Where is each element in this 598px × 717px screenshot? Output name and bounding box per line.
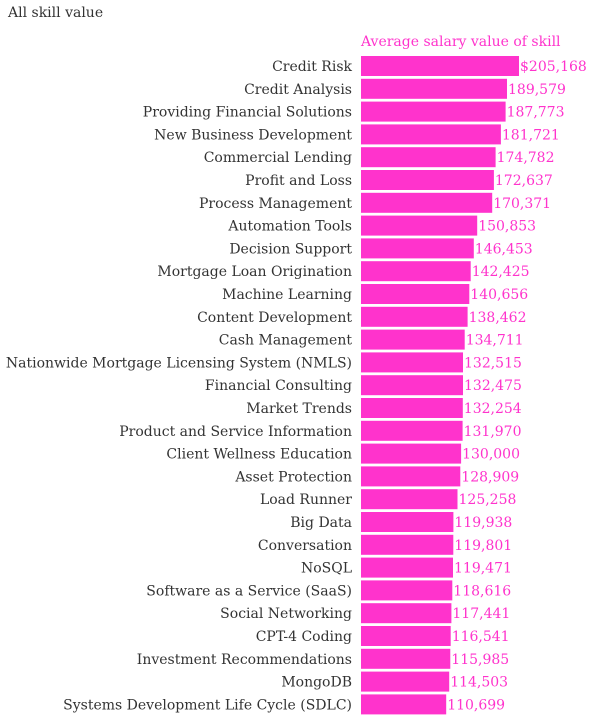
category-label: Mortgage Loan Origination: [157, 264, 352, 280]
value-label: 132,475: [464, 378, 522, 394]
bar: [361, 238, 474, 259]
bar: [361, 147, 496, 168]
category-label: Credit Analysis: [244, 82, 352, 98]
category-label: Asset Protection: [234, 469, 352, 485]
value-label: 118,616: [453, 583, 511, 599]
value-label: 117,441: [452, 606, 510, 622]
bar: [361, 329, 465, 350]
chart-title: All skill value: [8, 5, 104, 21]
bar: [361, 170, 494, 190]
bar: [361, 512, 454, 532]
bar: [361, 694, 447, 715]
value-label: 138,462: [469, 310, 527, 326]
bar: [361, 101, 506, 122]
category-label: New Business Development: [154, 127, 352, 143]
category-label: Load Runner: [260, 492, 352, 508]
value-label: 181,721: [502, 127, 560, 143]
bars-group: Credit Risk $205,168 Credit Analysis 189,57…: [6, 56, 587, 715]
bar: [361, 489, 458, 510]
bar: [361, 192, 493, 213]
bar: [361, 557, 453, 578]
value-label: 114,503: [450, 675, 508, 691]
bar: [361, 534, 454, 555]
value-label: 189,579: [508, 82, 566, 98]
category-label: Providing Financial Solutions: [143, 105, 352, 121]
category-label: Content Development: [197, 310, 352, 326]
category-label: Big Data: [290, 515, 352, 531]
value-label: 130,000: [462, 447, 520, 463]
value-label: 142,425: [472, 264, 530, 280]
category-label: Conversation: [258, 538, 352, 554]
category-label: Decision Support: [229, 241, 352, 257]
bar: [361, 626, 451, 646]
value-label: 132,515: [464, 355, 522, 371]
category-label: Cash Management: [219, 333, 353, 349]
category-label: Social Networking: [220, 606, 352, 622]
bar: [361, 284, 470, 304]
value-label: 115,985: [451, 652, 509, 668]
category-label: Nationwide Mortgage Licensing System (NM…: [6, 355, 352, 371]
value-label: 172,637: [495, 173, 553, 189]
value-label: 170,371: [493, 196, 551, 212]
bar: [361, 261, 471, 282]
category-label: NoSQL: [301, 561, 352, 577]
category-label: Profit and Loss: [245, 173, 352, 189]
bar: [361, 420, 463, 441]
value-label: 134,711: [466, 333, 524, 349]
category-label: Financial Consulting: [205, 378, 352, 394]
category-label: Process Management: [199, 196, 352, 212]
category-label: Product and Service Information: [119, 424, 352, 440]
bar: [361, 466, 461, 487]
bar: [361, 78, 507, 99]
category-label: Market Trends: [246, 401, 352, 417]
category-label: MongoDB: [281, 675, 352, 691]
value-label: $205,168: [520, 59, 587, 75]
category-label: Commercial Lending: [204, 150, 352, 166]
bar: [361, 648, 451, 669]
bar: [361, 124, 501, 145]
bar: [361, 580, 453, 601]
value-label: 140,656: [470, 287, 528, 303]
category-label: Systems Development Life Cycle (SDLC): [63, 697, 352, 713]
bar: [361, 398, 463, 418]
value-label: 119,938: [454, 515, 512, 531]
value-label: 125,258: [459, 492, 517, 508]
value-label: 119,801: [454, 538, 512, 554]
category-label: Machine Learning: [222, 287, 352, 303]
value-label: 128,909: [461, 469, 519, 485]
bar: [361, 352, 463, 373]
value-label: 132,254: [464, 401, 522, 417]
value-label: 110,699: [447, 697, 505, 713]
category-label: CPT-4 Coding: [256, 629, 352, 645]
bar: [361, 443, 462, 464]
bar: [361, 56, 519, 76]
value-label: 131,970: [464, 424, 522, 440]
category-label: Automation Tools: [227, 219, 352, 235]
category-label: Credit Risk: [272, 59, 352, 75]
category-label: Software as a Service (SaaS): [146, 583, 352, 599]
series-label: Average salary value of skill: [360, 34, 561, 50]
value-label: 174,782: [497, 150, 555, 166]
value-label: 146,453: [475, 241, 533, 257]
value-label: 150,853: [478, 219, 536, 235]
value-label: 119,471: [454, 561, 512, 577]
bar: [361, 375, 463, 396]
bar: [361, 603, 452, 624]
bar: [361, 306, 468, 327]
category-label: Client Wellness Education: [166, 447, 352, 463]
bar: [361, 215, 478, 236]
category-label: Investment Recommendations: [137, 652, 352, 668]
value-label: 187,773: [507, 105, 565, 121]
bar: [361, 671, 450, 692]
value-label: 116,541: [452, 629, 510, 645]
